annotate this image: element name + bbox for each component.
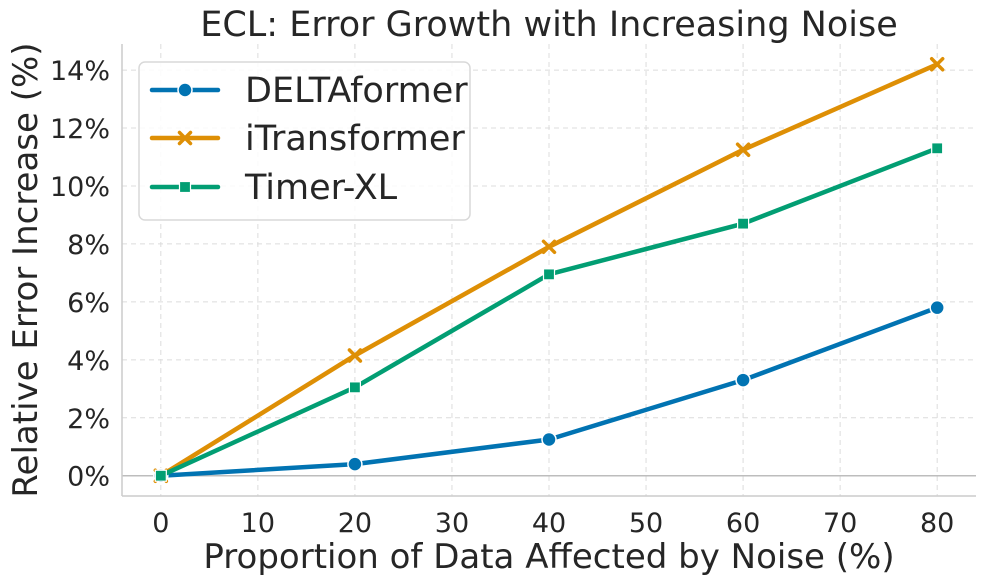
legend-box [138, 61, 471, 221]
legend-item: Timer-XL [149, 168, 398, 208]
x-tick-label: 40 [532, 508, 566, 539]
data-point [541, 239, 557, 255]
x-tick-label: 50 [629, 508, 663, 539]
x-tick-label: 80 [920, 508, 954, 539]
legend-item: iTransformer [149, 119, 465, 159]
y-tick-labels: 0% 2% 4% 6% 8% 10% 12% 14% [50, 56, 110, 493]
y-tick-label: 10% [50, 172, 110, 203]
data-point [735, 372, 751, 388]
x-axis-label: Proportion of Data Affected by Noise (%) [203, 537, 894, 577]
legend-marker [178, 180, 192, 194]
x-tick-label: 0 [152, 508, 169, 539]
data-point [735, 142, 751, 158]
series-lines [153, 57, 945, 484]
axes [121, 44, 976, 497]
data-point [931, 142, 944, 155]
legend-marker [177, 130, 193, 146]
x-tick-label: 10 [241, 508, 275, 539]
y-tick-label: 14% [50, 56, 110, 87]
legend-label: DELTAformer [245, 71, 468, 111]
data-point [542, 268, 556, 281]
x-tick-label: 70 [823, 508, 857, 539]
series-timer-xl [154, 142, 944, 482]
y-tick-label: 8% [67, 230, 110, 261]
legend: DELTAformer iTransformer Timer-XL [138, 61, 471, 221]
series-deltaformer [153, 299, 945, 484]
x-tick-label: 20 [338, 508, 372, 539]
legend-label: Timer-XL [244, 168, 398, 208]
y-tick-label: 2% [67, 404, 110, 435]
data-point [736, 217, 750, 230]
chart-title: ECL: Error Growth with Increasing Noise [200, 5, 898, 45]
legend-item: DELTAformer [149, 71, 468, 111]
data-point [929, 299, 945, 316]
x-tick-labels: 0 10 20 30 40 50 60 70 80 [152, 508, 954, 539]
y-axis-label: Relative Error Increase (%) [6, 42, 46, 497]
y-tick-label: 0% [67, 462, 110, 493]
y-tick-label: 4% [67, 346, 110, 377]
legend-marker [177, 82, 193, 98]
y-tick-label: 12% [50, 114, 110, 145]
x-tick-label: 60 [726, 508, 760, 539]
y-tick-label: 6% [67, 288, 110, 319]
data-point [541, 431, 557, 448]
data-point [347, 456, 363, 472]
data-point [348, 381, 362, 394]
x-tick-label: 30 [435, 508, 469, 539]
data-point [347, 348, 363, 363]
data-point [154, 469, 167, 482]
legend-label: iTransformer [245, 119, 465, 159]
data-point [929, 57, 945, 72]
